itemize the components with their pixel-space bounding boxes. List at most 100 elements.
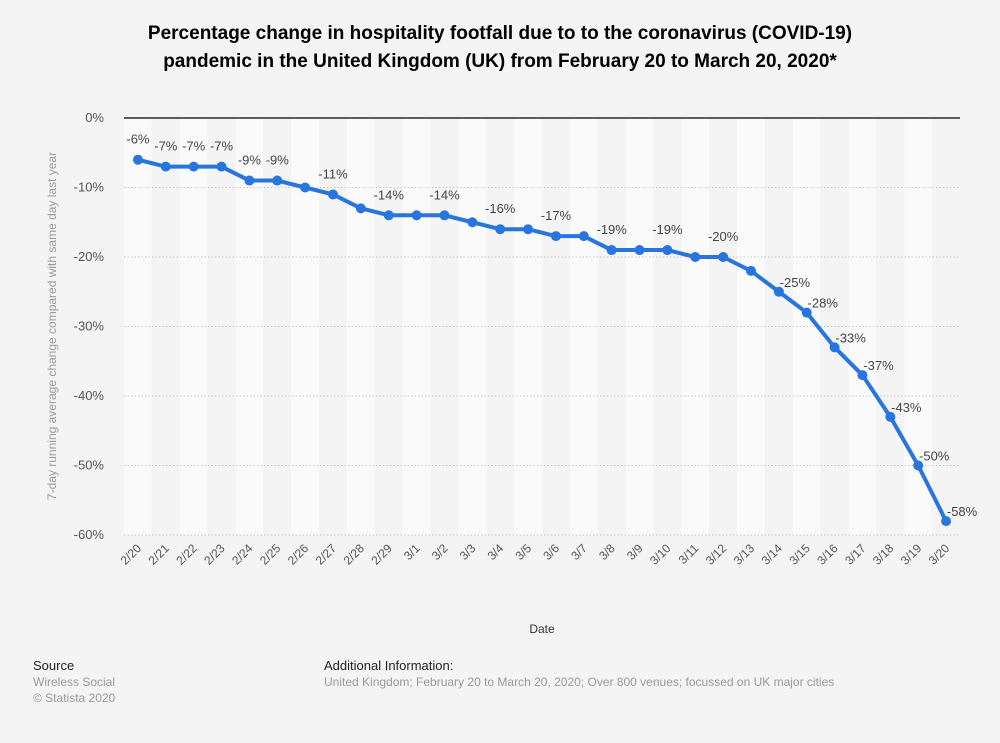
data-label: -14% xyxy=(374,187,405,202)
x-tick-label: 3/11 xyxy=(676,541,702,567)
data-label: -7% xyxy=(210,139,234,154)
data-label: -19% xyxy=(596,222,627,237)
x-tick-label: 3/1 xyxy=(401,541,423,563)
x-tick-label: 2/26 xyxy=(285,541,312,568)
x-tick-label: 3/8 xyxy=(596,541,618,563)
y-tick-label: -30% xyxy=(74,319,105,334)
x-tick-label: 3/12 xyxy=(703,541,730,568)
x-tick-label: 3/9 xyxy=(624,541,646,563)
data-point xyxy=(244,175,255,186)
data-label: -6% xyxy=(126,132,150,147)
x-tick-label: 2/21 xyxy=(146,541,173,568)
data-point xyxy=(801,307,812,318)
x-tick-label: 3/2 xyxy=(429,541,451,563)
y-tick-label: -50% xyxy=(74,458,105,473)
data-label: -17% xyxy=(541,208,572,223)
data-labels: -6% -7% -7% -7% -9% -9% -11% -14% -14% -16% -17% -1… xyxy=(126,132,977,519)
data-label: -25% xyxy=(780,275,811,290)
y-tick-label: -40% xyxy=(74,388,105,403)
x-tick-label: 2/24 xyxy=(229,541,256,568)
data-point xyxy=(411,210,422,221)
x-tick-label: 2/20 xyxy=(118,541,145,568)
x-tick-label: 3/18 xyxy=(870,541,897,568)
x-tick-label: 3/4 xyxy=(485,541,507,563)
chart-title-line-1: Percentage change in hospitality footfal… xyxy=(147,23,853,44)
data-point xyxy=(216,161,227,172)
data-point xyxy=(773,286,784,297)
x-tick-label: 3/19 xyxy=(898,541,925,568)
x-tick-label: 3/20 xyxy=(926,541,953,568)
x-tick-label: 2/28 xyxy=(341,541,368,568)
y-axis-ticks: 0% -10% -20% -30% -40% -50% -60% xyxy=(74,110,105,542)
y-tick-label: -10% xyxy=(74,180,105,195)
data-point xyxy=(550,231,561,242)
additional-info-section: Additional Information: United Kingdom; … xyxy=(324,658,834,690)
data-point xyxy=(300,182,311,193)
data-point xyxy=(718,252,729,262)
source-section: Source Wireless Social © Statista 2020 xyxy=(33,658,115,706)
data-point xyxy=(495,224,506,235)
data-label: -9% xyxy=(238,153,262,168)
data-point xyxy=(606,245,617,256)
y-tick-label: -60% xyxy=(74,527,105,542)
x-tick-label: 3/17 xyxy=(842,541,869,568)
data-point xyxy=(829,342,840,353)
y-tick-label: 0% xyxy=(85,110,104,125)
data-point xyxy=(634,245,645,256)
data-point xyxy=(439,210,450,221)
x-tick-label: 3/3 xyxy=(457,541,479,563)
additional-info-text: United Kingdom; February 20 to March 20,… xyxy=(324,675,835,689)
data-point xyxy=(188,161,199,172)
x-axis-label: Date xyxy=(529,622,555,636)
data-point xyxy=(523,224,534,235)
data-point xyxy=(160,161,171,172)
data-point xyxy=(913,460,924,471)
data-label: -20% xyxy=(708,229,739,244)
x-tick-label: 3/13 xyxy=(731,541,758,568)
x-tick-label: 3/6 xyxy=(540,541,562,563)
data-point xyxy=(885,411,896,422)
x-tick-label: 2/23 xyxy=(201,541,228,568)
series-line-group xyxy=(132,154,952,527)
x-tick-label: 3/5 xyxy=(512,541,534,563)
data-point xyxy=(746,265,756,276)
x-axis-ticks: 2/20 2/21 2/22 2/23 2/24 2/25 2/26 2/27 2/28 2/29… xyxy=(118,541,953,568)
data-label: -16% xyxy=(485,201,516,216)
x-tick-label: 3/10 xyxy=(647,541,674,568)
chart-title: Percentage change in hospitality footfal… xyxy=(0,20,1000,76)
x-tick-label: 2/22 xyxy=(173,541,200,568)
additional-info-heading: Additional Information: xyxy=(324,658,454,673)
data-point xyxy=(132,154,143,165)
x-tick-label: 3/14 xyxy=(759,541,786,568)
x-tick-label: 2/25 xyxy=(257,541,284,568)
gridlines xyxy=(124,117,960,536)
chart-title-line-2: pandemic in the United Kingdom (UK) from… xyxy=(163,51,837,72)
data-label: -7% xyxy=(182,139,206,154)
data-label: -37% xyxy=(863,358,894,373)
x-tick-label: 3/7 xyxy=(568,541,590,563)
data-label: -19% xyxy=(652,222,683,237)
data-label: -28% xyxy=(808,296,839,311)
data-point xyxy=(662,245,673,256)
data-label: -14% xyxy=(429,187,460,202)
data-label: -58% xyxy=(947,504,978,519)
data-label: -43% xyxy=(891,400,922,415)
column-band xyxy=(346,118,375,535)
data-point xyxy=(467,217,478,228)
x-tick-label: 2/29 xyxy=(368,541,395,568)
data-point xyxy=(272,175,283,186)
data-point xyxy=(690,252,701,262)
x-tick-label: 3/16 xyxy=(814,541,841,568)
data-label: -7% xyxy=(154,139,178,154)
y-axis-label: 7-day running average change compared wi… xyxy=(45,152,59,500)
source-name[interactable]: Wireless Social xyxy=(33,675,116,689)
data-point xyxy=(383,210,394,221)
data-point xyxy=(941,516,952,527)
data-point xyxy=(578,231,589,242)
data-label: -33% xyxy=(835,330,866,345)
source-heading: Source xyxy=(33,658,75,673)
data-point xyxy=(355,203,366,214)
x-tick-label: 3/15 xyxy=(786,541,813,568)
data-label: -50% xyxy=(919,449,950,464)
